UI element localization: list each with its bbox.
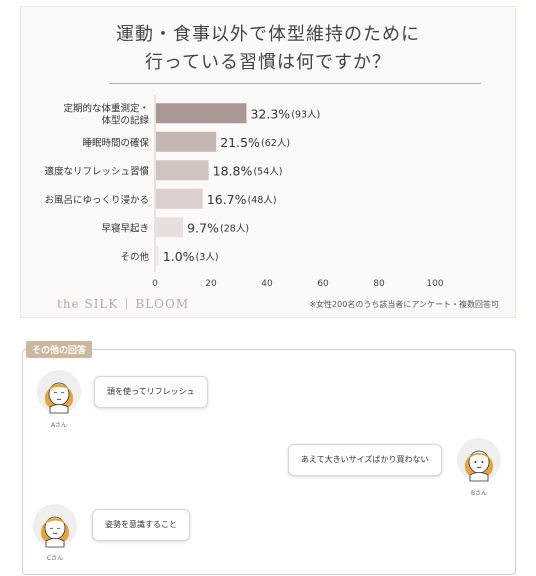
value-label-0: 32.3%: [250, 106, 290, 121]
count-label-1: (62人): [261, 138, 290, 149]
count-label-3: (48人): [248, 195, 277, 206]
person-name-a: Aさん: [50, 422, 68, 429]
brand-name-bloom: BLOOM: [135, 297, 190, 311]
x-tick-label-20: 20: [205, 279, 217, 289]
category-label-3: お風呂にゆっくり浸かる: [44, 195, 149, 206]
avatar-b: [456, 437, 502, 483]
answer-bubble-b: あえて大きいサイズばかり買わない: [288, 444, 442, 476]
category-label-0-0: 定期的な体重測定・: [63, 102, 149, 114]
bar-0: [156, 103, 247, 124]
category-label-0-1: 体型の記録: [101, 114, 149, 126]
count-label-4: (28人): [220, 223, 249, 234]
category-label-5: その他: [120, 251, 149, 263]
person-name-c: Cさん: [46, 555, 64, 562]
avatar-a: [36, 369, 82, 415]
x-tick-label-100: 100: [426, 279, 443, 289]
value-label-2: 18.8%: [213, 163, 253, 178]
x-tick-label-60: 60: [317, 279, 329, 289]
x-tick-label-80: 80: [373, 279, 385, 289]
chart-title-line2: 行っている習慣は何ですか？: [144, 52, 392, 73]
bar-2: [156, 160, 209, 181]
other-answers-label: その他の回答: [26, 341, 93, 358]
woman-face-icon: [457, 438, 501, 482]
bar-4: [156, 217, 184, 238]
bar-1: [156, 131, 217, 152]
chart-card: 運動・食事以外で体型維持のために 行っている習慣は何ですか？ 定期的な体重測定・…: [20, 6, 516, 318]
chart-title-line1: 運動・食事以外で体型維持のために: [116, 24, 420, 45]
count-label-2: (54人): [253, 166, 282, 177]
value-label-5: 1.0%: [163, 249, 195, 264]
brand-name-silk: the SILK: [57, 297, 119, 311]
chart-title: 運動・食事以外で体型維持のために 行っている習慣は何ですか？: [21, 21, 515, 77]
bar-3: [156, 188, 203, 209]
person-name-b: Bさん: [470, 490, 488, 497]
bar-5: [156, 245, 159, 266]
value-label-1: 21.5%: [220, 135, 260, 150]
answer-bubble-a: 頭を使ってリフレッシュ: [94, 376, 208, 408]
value-label-4: 9.7%: [187, 220, 219, 235]
bar-chart: 定期的な体重測定・体型の記録 32.3% (93人) 睡眠時間の確保 21.5% (62人…: [44, 95, 444, 289]
woman-face-icon: [37, 370, 81, 414]
footnote: ※女性200名のうち該当者にアンケート・複数回答可: [309, 300, 499, 309]
brand-logo: the SILK BLOOM: [57, 297, 189, 311]
answer-bubble-c: 姿勢を意識すること: [92, 509, 190, 541]
category-label-2: 適度なリフレッシュ習慣: [44, 165, 149, 177]
category-label-4: 早寝早起き: [101, 222, 149, 234]
count-label-5: (3人): [196, 252, 219, 263]
brand-separator: [126, 298, 128, 310]
category-label-1: 睡眠時間の確保: [82, 137, 149, 149]
x-tick-label-40: 40: [261, 279, 273, 289]
woman-face-icon: [33, 504, 77, 548]
count-label-0: (93人): [291, 109, 320, 120]
title-divider: [109, 83, 481, 84]
avatar-c: [32, 503, 78, 549]
value-label-3: 16.7%: [207, 192, 247, 207]
x-tick-label-0: 0: [152, 279, 158, 289]
